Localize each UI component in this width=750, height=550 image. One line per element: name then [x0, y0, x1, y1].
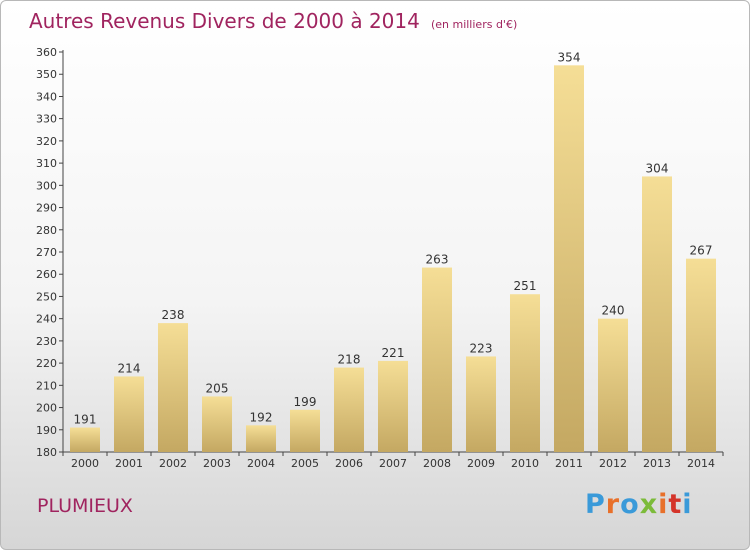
- bar-2013: [642, 176, 672, 452]
- x-tick-label: 2014: [687, 457, 715, 470]
- y-tick-label: 330: [36, 113, 57, 126]
- x-tick-label: 2006: [335, 457, 363, 470]
- x-tick-label: 2003: [203, 457, 231, 470]
- x-axis: 2000 2001 2002 2003 2004 2005 2006 2007 2008 2009…: [62, 451, 724, 470]
- chart-subtitle: (en milliers d'€): [430, 18, 518, 31]
- bar-2004: [246, 425, 276, 452]
- bar-2007: [378, 360, 408, 452]
- bar-value-label: 240: [602, 304, 625, 318]
- x-tick-label: 2008: [423, 457, 451, 470]
- bar-2010: [510, 294, 540, 452]
- x-tick-label: 2001: [115, 457, 143, 470]
- bar-value-label: 199: [294, 395, 317, 409]
- x-tick-label: 2004: [247, 457, 275, 470]
- x-tick-label: 2009: [467, 457, 495, 470]
- bar-value-label: 251: [514, 279, 537, 293]
- y-tick-label: 340: [36, 90, 57, 103]
- bar-value-label: 221: [382, 346, 405, 360]
- chart-title-row: Autres Revenus Divers de 2000 à 2014 (en…: [29, 9, 517, 33]
- bar-2006: [334, 367, 364, 452]
- x-tick-label: 2010: [511, 457, 539, 470]
- bar-2003: [202, 396, 232, 452]
- y-tick-label: 220: [36, 357, 57, 370]
- bar-2002: [158, 323, 188, 452]
- x-tick-label: 2000: [71, 457, 99, 470]
- y-tick-label: 310: [36, 157, 57, 170]
- y-tick-label: 190: [36, 424, 57, 437]
- y-tick-label: 260: [36, 268, 57, 281]
- bar-2009: [466, 356, 496, 452]
- x-tick-label: 2002: [159, 457, 187, 470]
- bar-value-label: 214: [118, 361, 141, 375]
- x-tick-label: 2007: [379, 457, 407, 470]
- y-tick-label: 250: [36, 290, 57, 303]
- bar-value-label: 263: [426, 253, 449, 267]
- bar-value-label: 223: [470, 341, 493, 355]
- y-tick-label: 280: [36, 224, 57, 237]
- y-tick-label: 180: [36, 446, 57, 459]
- bar-value-label: 205: [206, 381, 229, 395]
- bar-2014: [686, 258, 716, 452]
- bar-2011: [554, 65, 584, 452]
- y-tick-label: 300: [36, 179, 57, 192]
- town-name: PLUMIEUX: [37, 495, 133, 517]
- bar-value-label: 192: [250, 410, 273, 424]
- bar-value-label: 354: [558, 50, 581, 64]
- bar-2008: [422, 267, 452, 452]
- bar-series: 191 214 238 205 192 199 218 221 263 223 251 354 240 3…: [70, 50, 716, 452]
- x-tick-label: 2005: [291, 457, 319, 470]
- y-tick-label: 230: [36, 335, 57, 348]
- bar-value-label: 218: [338, 353, 361, 367]
- x-tick-label: 2012: [599, 457, 627, 470]
- bar-2012: [598, 318, 628, 452]
- bar-value-label: 191: [74, 413, 97, 427]
- y-tick-label: 270: [36, 246, 57, 259]
- chart-title: Autres Revenus Divers de 2000 à 2014: [29, 9, 420, 33]
- bar-2000: [70, 427, 100, 452]
- y-tick-label: 210: [36, 379, 57, 392]
- bar-value-label: 304: [646, 161, 669, 175]
- bar-2005: [290, 409, 320, 452]
- y-tick-label: 290: [36, 202, 57, 215]
- y-tick-label: 240: [36, 313, 57, 326]
- x-tick-label: 2011: [555, 457, 583, 470]
- y-tick-label: 320: [36, 135, 57, 148]
- y-tick-label: 360: [36, 46, 57, 59]
- bar-2001: [114, 376, 144, 452]
- y-axis: 180 190 200 210 220 230 240 250 260 270 280 290 300 3…: [36, 46, 64, 459]
- y-tick-label: 200: [36, 402, 57, 415]
- bar-value-label: 238: [162, 308, 185, 322]
- x-tick-label: 2013: [643, 457, 671, 470]
- bar-value-label: 267: [690, 244, 713, 258]
- proxiti-logo: Proxiti: [585, 489, 693, 520]
- y-tick-label: 350: [36, 68, 57, 81]
- bar-chart: 180 190 200 210 220 230 240 250 260 270 280 290 300 3…: [36, 46, 724, 470]
